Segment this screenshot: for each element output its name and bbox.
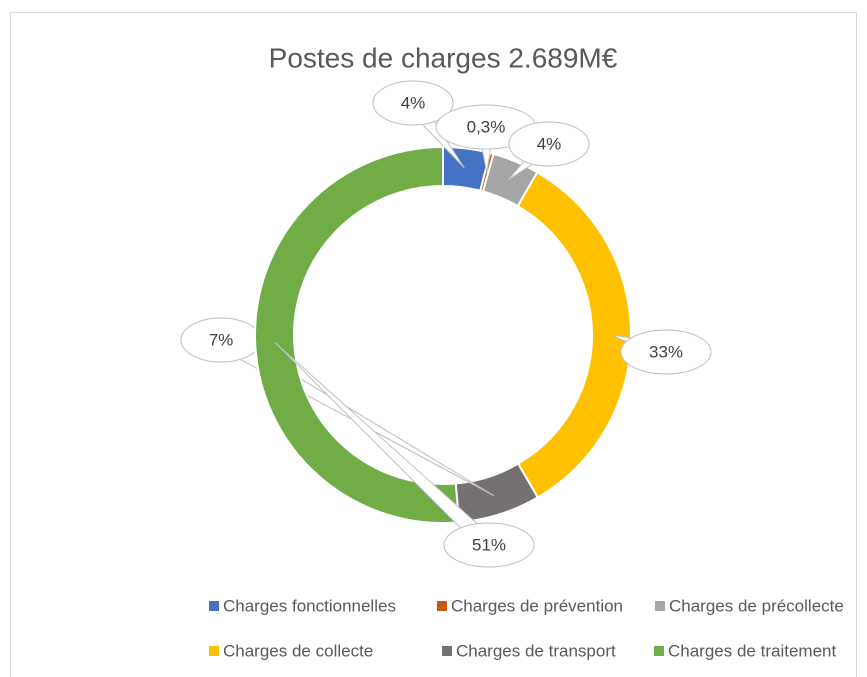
legend-label: Charges fonctionnelles [223,596,396,615]
legend-swatch [437,601,447,611]
legend-swatch [209,601,219,611]
legend-label: Charges de précollecte [669,596,844,615]
chart-title: Postes de charges 2.689M€ [269,42,618,73]
legend-swatch [209,646,219,656]
callout-joint [631,345,669,359]
legend-label: Charges de prévention [451,596,623,615]
legend-swatch [654,646,664,656]
data-label: 7% [209,330,234,349]
data-label: 4% [537,134,562,153]
legend-label: Charges de traitement [668,641,836,660]
callout-joint [524,138,554,156]
legend-swatch [442,646,452,656]
donut-segment [254,145,461,524]
callout-joint [217,333,249,349]
data-label: 51% [472,535,506,554]
callout-joint [462,532,494,551]
legend-swatch [655,601,665,611]
callout-joint [479,126,493,145]
data-label: 0,3% [467,117,506,136]
legend-label: Charges de collecte [223,641,373,660]
data-label: 33% [649,342,683,361]
data-label: 4% [401,93,426,112]
callout-joint [407,98,433,117]
legend-label: Charges de transport [456,641,616,660]
